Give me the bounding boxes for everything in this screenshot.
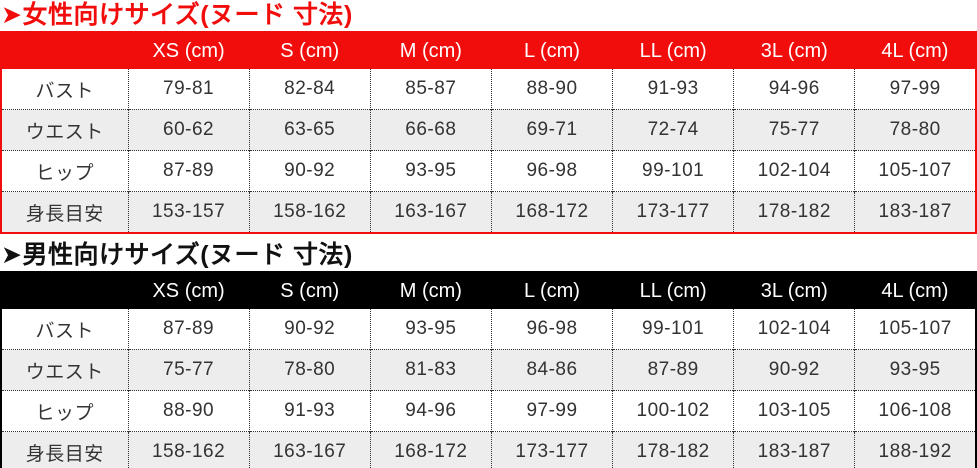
section-spacer xyxy=(0,234,977,240)
size-value-cell: 158-162 xyxy=(248,191,371,233)
size-value-cell: 88-90 xyxy=(490,69,613,110)
women-size-section: ➤女性向けサイズ(ヌード 寸法) XS (cm) S (cm) M (cm) L (c… xyxy=(0,1,977,234)
size-value-cell: 183-187 xyxy=(733,431,855,468)
women-header-row: XS (cm) S (cm) M (cm) L (cm) LL (cm) 3L (cm) 4… xyxy=(1,32,976,69)
row-label: バスト xyxy=(35,80,94,102)
column-header: L (cm) xyxy=(491,272,613,309)
size-value-cell: 91-93 xyxy=(612,69,734,110)
row-label: ヒップ xyxy=(1,390,128,432)
size-value-cell: 90-92 xyxy=(248,150,371,192)
column-header: 4L (cm) xyxy=(854,272,976,309)
size-value-cell: 106-108 xyxy=(854,390,976,432)
table-row: ウエスト 60-62 63-65 66-68 69-71 72-74 75-77 78-80 xyxy=(1,109,976,151)
table-row: 身長目安 153-157 158-162 163-167 168-172 173-177 1… xyxy=(1,191,976,233)
size-value-cell: 93-95 xyxy=(854,349,976,391)
size-value-cell: 94-96 xyxy=(369,390,492,432)
size-value-cell: 78-80 xyxy=(854,109,976,151)
size-value-cell: 94-96 xyxy=(733,69,855,110)
row-label: ヒップ xyxy=(1,150,128,192)
size-value-cell: 99-101 xyxy=(612,150,734,192)
column-header: LL (cm) xyxy=(612,272,734,309)
size-value-cell: 91-93 xyxy=(248,390,371,432)
size-value-cell: 72-74 xyxy=(612,109,734,151)
size-value-cell: 87-89 xyxy=(612,349,734,391)
size-value-cell: 188-192 xyxy=(854,431,976,468)
size-value-cell: 105-107 xyxy=(854,309,976,350)
men-header-row: XS (cm) S (cm) M (cm) L (cm) LL (cm) 3L (cm) 4… xyxy=(1,272,976,309)
size-value-cell: 88-90 xyxy=(127,390,250,432)
column-header: 3L (cm) xyxy=(733,272,855,309)
size-value-cell: 84-86 xyxy=(490,349,613,391)
size-value-cell: 168-172 xyxy=(490,191,613,233)
size-value-cell: 178-182 xyxy=(612,431,734,468)
size-value-cell: 183-187 xyxy=(854,191,976,233)
size-value-cell: 99-101 xyxy=(612,309,734,350)
size-value-cell: 90-92 xyxy=(733,349,855,391)
column-header: XS (cm) xyxy=(128,32,250,69)
column-header: 4L (cm) xyxy=(854,32,976,69)
women-size-table: XS (cm) S (cm) M (cm) L (cm) LL (cm) 3L (cm) 4… xyxy=(0,31,977,234)
size-value-cell: 163-167 xyxy=(248,431,371,468)
size-value-cell: 168-172 xyxy=(369,431,492,468)
column-header: S (cm) xyxy=(249,32,371,69)
table-row: バスト 87-89 90-92 93-95 96-98 99-101 102-104 105-… xyxy=(1,309,976,350)
size-value-cell: 79-81 xyxy=(127,69,250,110)
column-header: LL (cm) xyxy=(612,32,734,69)
size-value-cell: 96-98 xyxy=(490,150,613,192)
size-value-cell: 103-105 xyxy=(733,390,855,432)
size-value-cell: 78-80 xyxy=(248,349,371,391)
size-value-cell: 153-157 xyxy=(127,191,250,233)
corner-header-cell xyxy=(1,272,128,309)
men-section-title: ➤男性向けサイズ(ヌード 寸法) xyxy=(1,241,353,269)
size-value-cell: 93-95 xyxy=(369,309,492,350)
size-value-cell: 66-68 xyxy=(369,109,492,151)
size-value-cell: 82-84 xyxy=(248,69,371,110)
size-value-cell: 100-102 xyxy=(612,390,734,432)
size-value-cell: 158-162 xyxy=(127,431,250,468)
column-header: XS (cm) xyxy=(128,272,250,309)
row-label: 身長目安 xyxy=(1,431,128,468)
row-label: バスト xyxy=(35,320,94,342)
column-header: M (cm) xyxy=(370,32,492,69)
women-section-title: ➤女性向けサイズ(ヌード 寸法) xyxy=(1,1,353,29)
size-value-cell: 85-87 xyxy=(369,69,492,110)
size-value-cell: 97-99 xyxy=(490,390,613,432)
size-value-cell: 87-89 xyxy=(127,150,250,192)
table-row: ウエスト 75-77 78-80 81-83 84-86 87-89 90-92 93-95 xyxy=(1,349,976,391)
size-value-cell: 97-99 xyxy=(854,69,976,110)
row-label: ウエスト xyxy=(1,349,128,391)
row-label: ウエスト xyxy=(1,109,128,151)
size-value-cell: 60-62 xyxy=(127,109,250,151)
size-value-cell: 93-95 xyxy=(369,150,492,192)
size-value-cell: 96-98 xyxy=(490,309,613,350)
table-row: バスト 79-81 82-84 85-87 88-90 91-93 94-96 97-99 xyxy=(1,69,976,110)
size-value-cell: 69-71 xyxy=(490,109,613,151)
size-value-cell: 75-77 xyxy=(733,109,855,151)
size-value-cell: 173-177 xyxy=(490,431,613,468)
column-header: L (cm) xyxy=(491,32,613,69)
size-value-cell: 87-89 xyxy=(127,309,250,350)
size-value-cell: 102-104 xyxy=(733,150,855,192)
corner-header-cell xyxy=(1,32,128,69)
size-value-cell: 105-107 xyxy=(854,150,976,192)
table-row: ヒップ 87-89 90-92 93-95 96-98 99-101 102-104 105-… xyxy=(1,150,976,192)
size-value-cell: 90-92 xyxy=(248,309,371,350)
column-header: S (cm) xyxy=(249,272,371,309)
size-value-cell: 178-182 xyxy=(733,191,855,233)
men-size-table: XS (cm) S (cm) M (cm) L (cm) LL (cm) 3L (cm) 4… xyxy=(0,271,977,468)
row-label: 身長目安 xyxy=(1,191,128,233)
men-size-section: ➤男性向けサイズ(ヌード 寸法) XS (cm) S (cm) M (cm) L (c… xyxy=(0,241,977,468)
table-row: ヒップ 88-90 91-93 94-96 97-99 100-102 103-105 106… xyxy=(1,390,976,432)
column-header: 3L (cm) xyxy=(733,32,855,69)
size-value-cell: 173-177 xyxy=(612,191,734,233)
size-value-cell: 102-104 xyxy=(733,309,855,350)
table-row: 身長目安 158-162 163-167 168-172 173-177 178-182 1… xyxy=(1,431,976,468)
size-value-cell: 63-65 xyxy=(248,109,371,151)
size-value-cell: 163-167 xyxy=(369,191,492,233)
size-value-cell: 81-83 xyxy=(369,349,492,391)
column-header: M (cm) xyxy=(370,272,492,309)
size-value-cell: 75-77 xyxy=(127,349,250,391)
